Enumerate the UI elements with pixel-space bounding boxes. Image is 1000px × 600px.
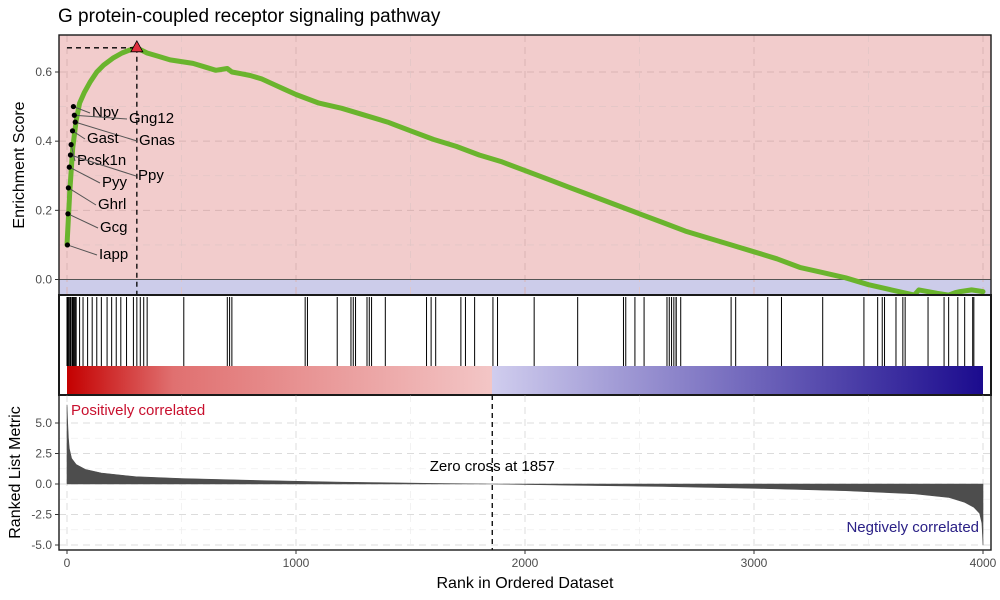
gene-point (68, 142, 74, 148)
gene-leader-line (70, 144, 76, 162)
gene-label-gast: Gast (87, 130, 120, 147)
correlation-color-ramp (67, 366, 983, 394)
gene-leader-line (70, 154, 137, 177)
y-tick-label: 5.0 (35, 416, 52, 430)
ranked-metric-area (66, 404, 984, 546)
gene-label-pyy: Pyy (102, 174, 128, 191)
peak-guide-lines (67, 47, 138, 295)
gene-point (71, 112, 77, 118)
gene-label-ghrl: Ghrl (98, 196, 126, 213)
y-tick-label: 0.2 (35, 203, 52, 217)
gene-label-iapp: Iapp (99, 246, 128, 263)
enrichment-score-line (64, 45, 986, 298)
gene-leader-line (68, 187, 97, 206)
gene-label-ppy: Ppy (138, 167, 164, 184)
gene-leader-line (73, 106, 91, 114)
gene-point (67, 152, 74, 158)
metric-y-axis-title: Ranked List Metric (7, 406, 24, 539)
metric-y-ticks: -5.0 -2.5 0.0 2.5 5.0 (31, 416, 59, 552)
chart-title: G protein-coupled receptor signaling pat… (58, 6, 441, 27)
x-tick-label: 4000 (970, 556, 997, 570)
y-tick-label: 0.0 (35, 477, 52, 491)
hits-panel (58, 294, 992, 396)
negatively-correlated-label: Negtively correlated (846, 519, 979, 536)
gene-leader-line (74, 114, 128, 120)
gene-label-pcsk1n: Pcsk1n (77, 152, 126, 169)
gene-point (65, 211, 71, 217)
gene-leader-line (67, 244, 98, 256)
gene-label-gcg: Gcg (100, 219, 128, 236)
y-tick-label: 2.5 (35, 447, 52, 461)
gene-point (69, 128, 76, 134)
x-tick-label: 0 (64, 556, 71, 570)
y-tick-label: 0.0 (35, 273, 52, 287)
x-tick-label: 2000 (512, 556, 539, 570)
gene-label-gnas: Gnas (139, 132, 175, 149)
gene-leader-line (69, 166, 101, 184)
x-axis-title: Rank in Ordered Dataset (437, 575, 615, 592)
x-tick-label: 3000 (741, 556, 768, 570)
metric-panel: Zero cross at 1857 Positively correlated… (7, 394, 997, 592)
gene-point (64, 242, 71, 248)
enrichment-y-axis-title: Enrichment Score (11, 101, 28, 228)
enrichment-y-ticks: 0.0 0.2 0.4 0.6 (35, 65, 59, 287)
positively-correlated-label: Positively correlated (71, 402, 205, 419)
gene-point (66, 164, 72, 170)
gene-point (70, 103, 77, 110)
y-tick-label: -2.5 (31, 508, 52, 522)
gene-point (65, 185, 71, 191)
x-axis-ticks: 0 1000 2000 3000 4000 (64, 550, 997, 570)
gene-leader-line (67, 213, 99, 229)
x-tick-label: 1000 (283, 556, 310, 570)
gene-hit-ticks (66, 297, 975, 366)
gene-label-gng12: Gng12 (129, 110, 174, 127)
zero-cross-label: Zero cross at 1857 (430, 458, 555, 475)
y-tick-label: 0.6 (35, 65, 52, 79)
gene-leader-line (75, 121, 138, 142)
enrichment-panel: Npy Gng12GnasGastPcsk1nPpyPyyGhrlGcgIapp … (11, 34, 992, 298)
y-tick-label: -5.0 (31, 538, 52, 552)
gene-point (72, 119, 78, 125)
y-tick-label: 0.4 (35, 134, 52, 148)
peak-marker (130, 39, 144, 53)
